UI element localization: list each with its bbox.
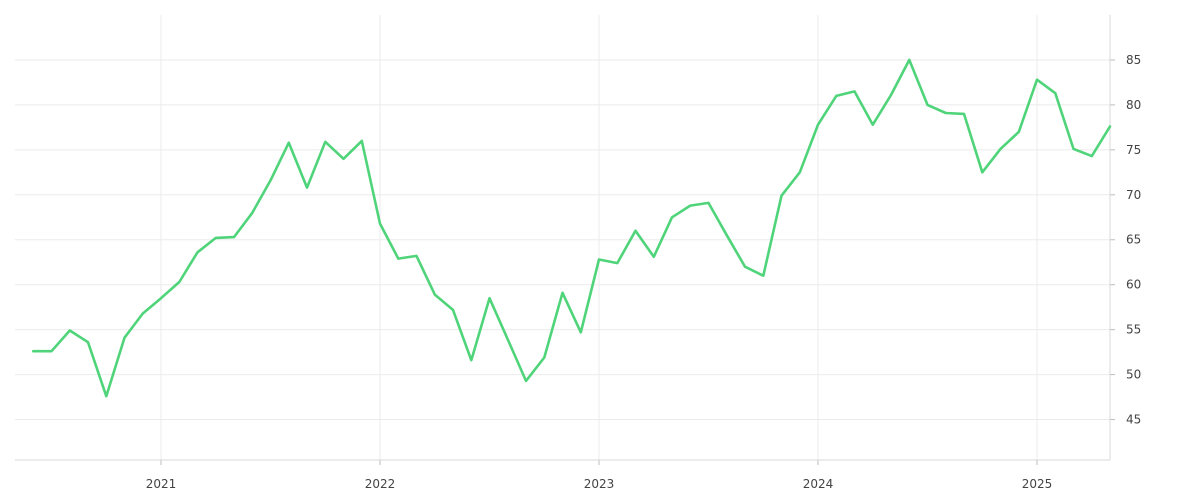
- x-tick-label: 2024: [803, 477, 834, 491]
- x-tick-label: 2022: [365, 477, 396, 491]
- y-tick-label: 50: [1126, 368, 1141, 382]
- y-tick-label: 65: [1126, 233, 1141, 247]
- y-tick-label: 80: [1126, 98, 1141, 112]
- y-tick-label: 55: [1126, 323, 1141, 337]
- series: [31, 58, 1112, 398]
- y-tick-label: 45: [1126, 413, 1141, 427]
- series-line: [31, 58, 1112, 398]
- x-tick-label: 2023: [584, 477, 615, 491]
- x-tick-label: 2025: [1022, 477, 1053, 491]
- axes: [15, 15, 1115, 465]
- y-tick-label: 70: [1126, 188, 1141, 202]
- x-tick-label: 2021: [146, 477, 177, 491]
- y-tick-label: 85: [1126, 53, 1141, 67]
- gridlines: [15, 15, 1110, 460]
- y-tick-label: 75: [1126, 143, 1141, 157]
- tick-labels: 45 50 55 60 65 70 75 80 85 2021 2022 2023 2024 2025: [146, 53, 1142, 491]
- y-tick-label: 60: [1126, 278, 1141, 292]
